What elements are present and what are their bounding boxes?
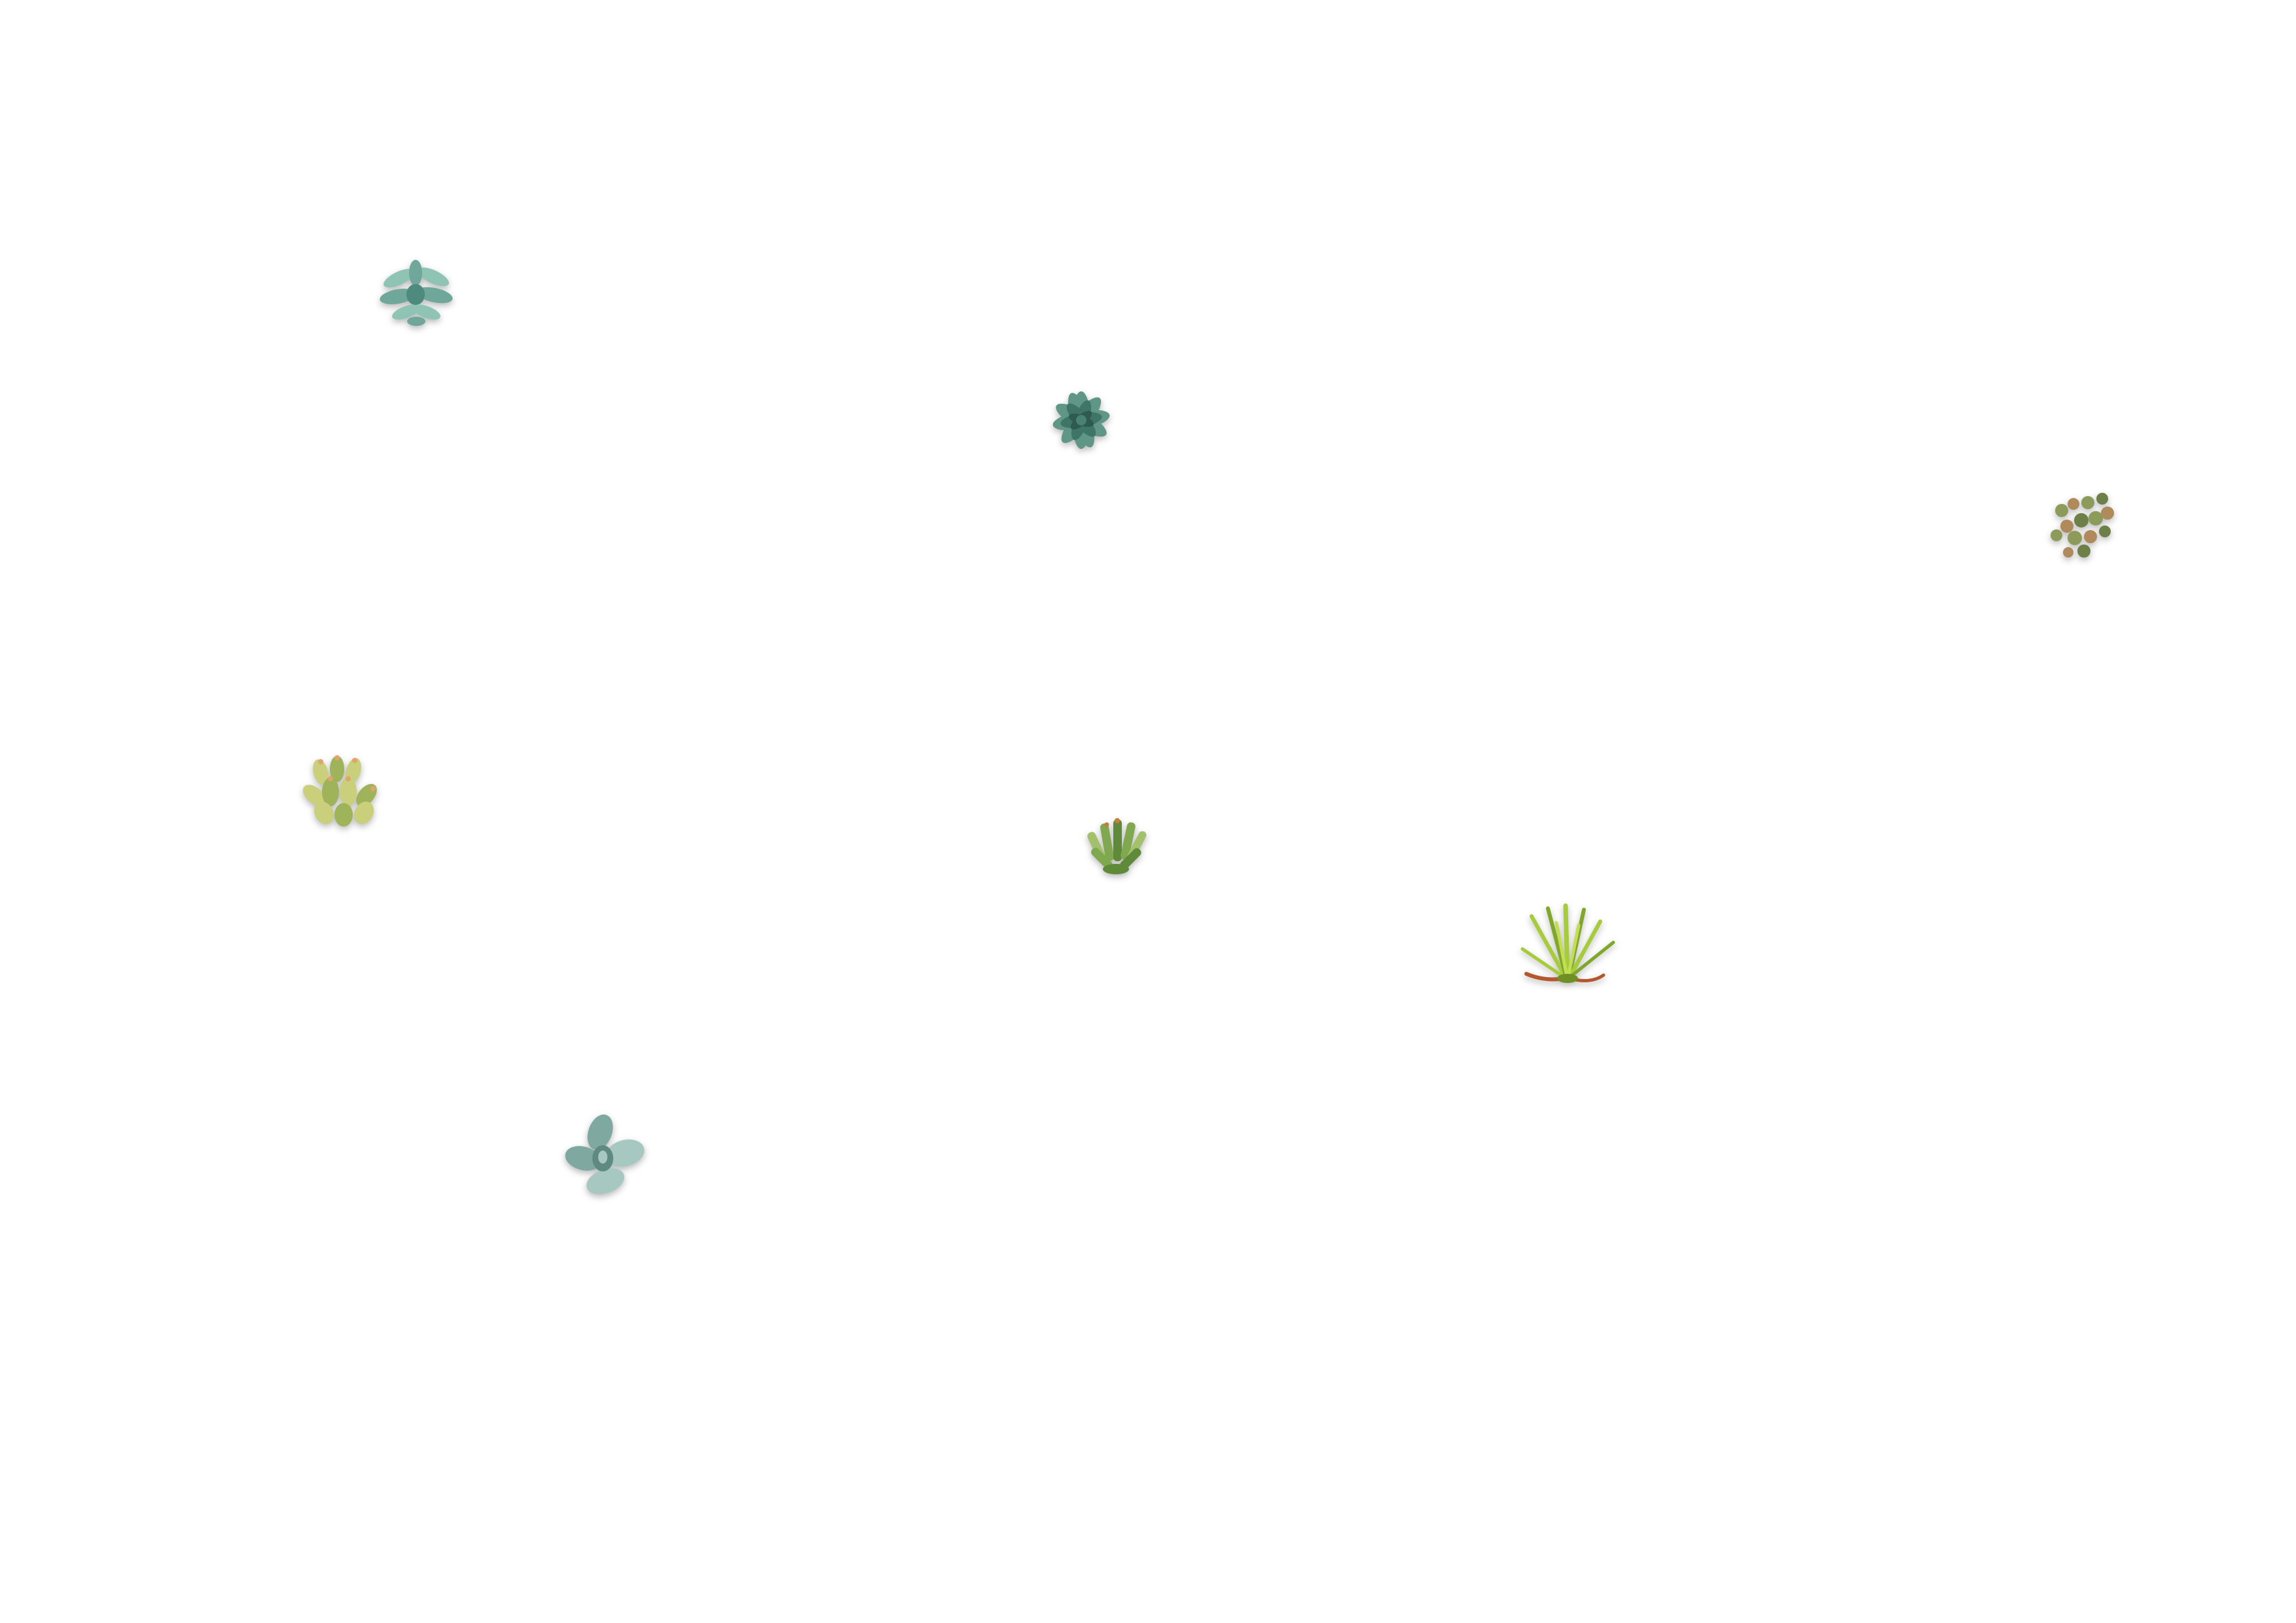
spiky-grass-succulent-icon <box>1520 903 1615 983</box>
sedum-cluster-icon <box>2051 493 2114 558</box>
echeveria-rosette-icon <box>1052 391 1110 449</box>
jade-rosette-icon <box>380 260 453 326</box>
finger-succulent-icon <box>1087 818 1147 874</box>
yellow-succulent-cluster-icon <box>302 755 377 827</box>
paddle-succulent-icon <box>565 1114 645 1194</box>
